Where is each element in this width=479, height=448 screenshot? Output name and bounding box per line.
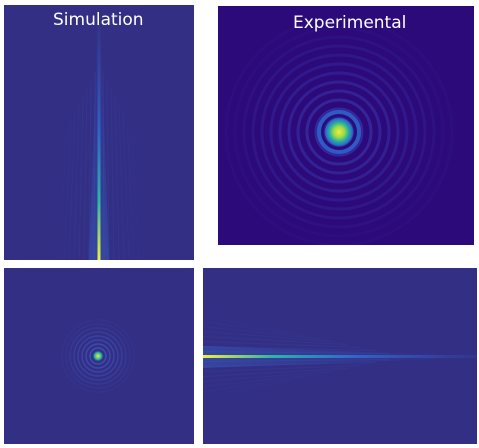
simulation-label: Simulation [53, 10, 144, 30]
vertical-beam-image [53, 5, 145, 260]
experimental-ring-image [224, 17, 454, 245]
simulation-ring-image [61, 319, 135, 393]
simulation-ring-plot [4, 268, 194, 444]
experimental-label: Experimental [293, 13, 407, 33]
experimental-beam-plot [218, 6, 474, 245]
simulation-beam-vertical-plot [4, 5, 194, 260]
simulation-beam-horizontal-plot [203, 268, 477, 444]
horizontal-beam-image [203, 310, 477, 403]
